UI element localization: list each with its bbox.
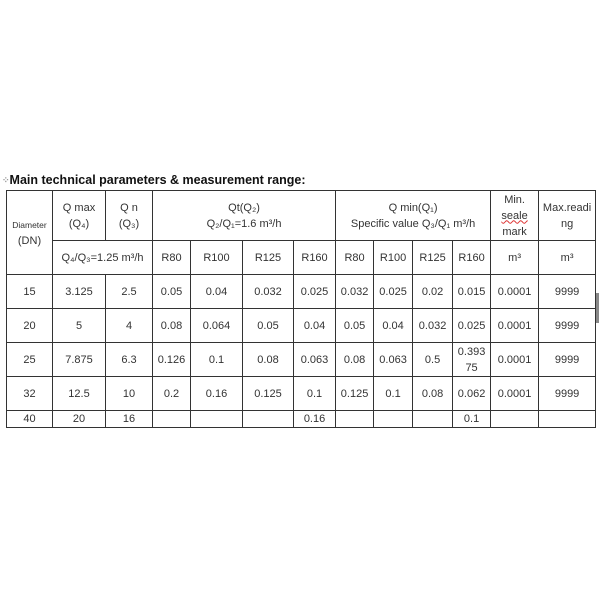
- table-cell: [190, 410, 243, 428]
- header-qt-r160: R160: [292, 240, 337, 275]
- table-cell: [490, 410, 540, 428]
- table-cell: 15: [6, 274, 53, 309]
- header-qmin-r100: R100: [373, 240, 414, 275]
- table-row: 25 7.875 6.3 0.126 0.1 0.08 0.063 0.08 0.063 0.5 0…: [6, 342, 597, 377]
- table-row: 20 5 4 0.08 0.064 0.05 0.04 0.05 0.04 0.032 0.025 0…: [6, 308, 597, 343]
- header-max-reading: Max.reading: [538, 190, 597, 241]
- table-cell: 12.5: [52, 376, 106, 411]
- table-cell: 0.126: [152, 342, 191, 377]
- table-cell: 0.025: [452, 308, 492, 343]
- table-cell: 2.5: [105, 274, 153, 309]
- table-cell: 0.1: [292, 376, 337, 411]
- table-cell: 0.16: [190, 376, 243, 411]
- table-row: 15 3.125 2.5 0.05 0.04 0.032 0.025 0.032 0.025 0.…: [6, 274, 597, 309]
- header-qmax: Q max (Q₄): [52, 190, 106, 241]
- table-cell: 0.032: [412, 308, 454, 343]
- table-cell: 9999: [538, 376, 597, 411]
- header-qt-r100: R100: [190, 240, 243, 275]
- table-cell: 0.0001: [490, 342, 540, 377]
- table-cell: 0.05: [335, 308, 375, 343]
- table-cell: 6.3: [105, 342, 153, 377]
- table-cell: 0.063: [292, 342, 337, 377]
- table-cell: 5: [52, 308, 106, 343]
- table-cell: 0.0001: [490, 274, 540, 309]
- table-cell: 0.032: [242, 274, 294, 309]
- section-title-text: Main technical parameters & measurement …: [9, 173, 306, 187]
- table-cell: [335, 410, 375, 428]
- table-cell: 3.125: [52, 274, 106, 309]
- header-row-2: Q₄/Q₃=1.25 m³/h R80 R100 R125 R160 R80 R…: [7, 240, 597, 275]
- table-cell: 0.04: [292, 308, 337, 343]
- table-cell: [412, 410, 454, 428]
- table-cell: 0.125: [242, 376, 294, 411]
- table-cell: 0.5: [412, 342, 454, 377]
- table-row: 40 20 16 0.16 0.1: [6, 410, 597, 428]
- scrollbar[interactable]: [596, 293, 599, 323]
- table-cell: 0.032: [335, 274, 375, 309]
- table-cell: [538, 410, 597, 428]
- header-diameter: Diameter (DN): [6, 190, 53, 275]
- table-cell: 40: [6, 410, 53, 428]
- header-qt-r80: R80: [152, 240, 191, 275]
- table-cell: 0.1: [190, 342, 243, 377]
- table-cell: 10: [105, 376, 153, 411]
- table-cell: 0.025: [373, 274, 414, 309]
- table-cell: [242, 410, 294, 428]
- table-cell: 0.1: [452, 410, 492, 428]
- table-cell: 0.39375: [452, 342, 492, 377]
- table-cell: 0.05: [242, 308, 294, 343]
- header-unit-max: m³: [538, 240, 597, 275]
- table-cell: 0.08: [152, 308, 191, 343]
- header-ratio: Q₄/Q₃=1.25 m³/h: [52, 240, 153, 275]
- table-cell: 0.02: [412, 274, 454, 309]
- table-cell: 16: [105, 410, 153, 428]
- table-cell: 0.05: [152, 274, 191, 309]
- parameters-table: Diameter (DN) Q max (Q₄) Q n (Q₃) Qt(Q₂) Q₂/…: [6, 190, 597, 428]
- table-cell: 0.125: [335, 376, 375, 411]
- table-cell: 0.015: [452, 274, 492, 309]
- table-cell: 0.2: [152, 376, 191, 411]
- table-cell: 0.08: [242, 342, 294, 377]
- header-qmin: Q min(Q₁) Specific value Q₃/Q₁ m³/h: [335, 190, 492, 241]
- table-cell: 4: [105, 308, 153, 343]
- table-cell: 32: [6, 376, 53, 411]
- table-cell: 9999: [538, 308, 597, 343]
- header-qt-r125: R125: [242, 240, 294, 275]
- table-cell: 7.875: [52, 342, 106, 377]
- table-cell: 0.064: [190, 308, 243, 343]
- table-cell: 0.0001: [490, 376, 540, 411]
- header-row-1: Diameter (DN) Q max (Q₄) Q n (Q₃) Qt(Q₂) Q₂/…: [6, 190, 597, 275]
- bullet-icon: ⁘: [2, 174, 9, 185]
- table-cell: 0.08: [412, 376, 454, 411]
- table-cell: 0.04: [373, 308, 414, 343]
- header-min-seale-mark: Min. seale mark: [490, 190, 540, 241]
- table-cell: 0.063: [373, 342, 414, 377]
- table-cell: 0.04: [190, 274, 243, 309]
- table-cell: 0.062: [452, 376, 492, 411]
- header-qn: Q n (Q₃): [105, 190, 153, 241]
- table-cell: 0.08: [335, 342, 375, 377]
- table-cell: 20: [6, 308, 53, 343]
- table-cell: [373, 410, 414, 428]
- header-qmin-r80: R80: [335, 240, 375, 275]
- header-qt: Qt(Q₂) Q₂/Q₁=1.6 m³/h: [151, 190, 337, 241]
- section-title: ⁘ Main technical parameters & measuremen…: [2, 173, 306, 187]
- table-cell: 9999: [538, 342, 597, 377]
- table-cell: 0.16: [292, 410, 337, 428]
- header-qmin-r125: R125: [412, 240, 454, 275]
- table-cell: 25: [6, 342, 53, 377]
- table-cell: 0.025: [292, 274, 337, 309]
- header-qmin-r160: R160: [452, 240, 492, 275]
- table-cell: 0.1: [373, 376, 414, 411]
- table-cell: 20: [52, 410, 106, 428]
- table-row: 32 12.5 10 0.2 0.16 0.125 0.1 0.125 0.1 0.08 0.062…: [6, 376, 597, 411]
- table-cell: 0.0001: [490, 308, 540, 343]
- header-unit-min: m³: [490, 240, 540, 275]
- table-cell: [152, 410, 191, 428]
- table-cell: 9999: [538, 274, 597, 309]
